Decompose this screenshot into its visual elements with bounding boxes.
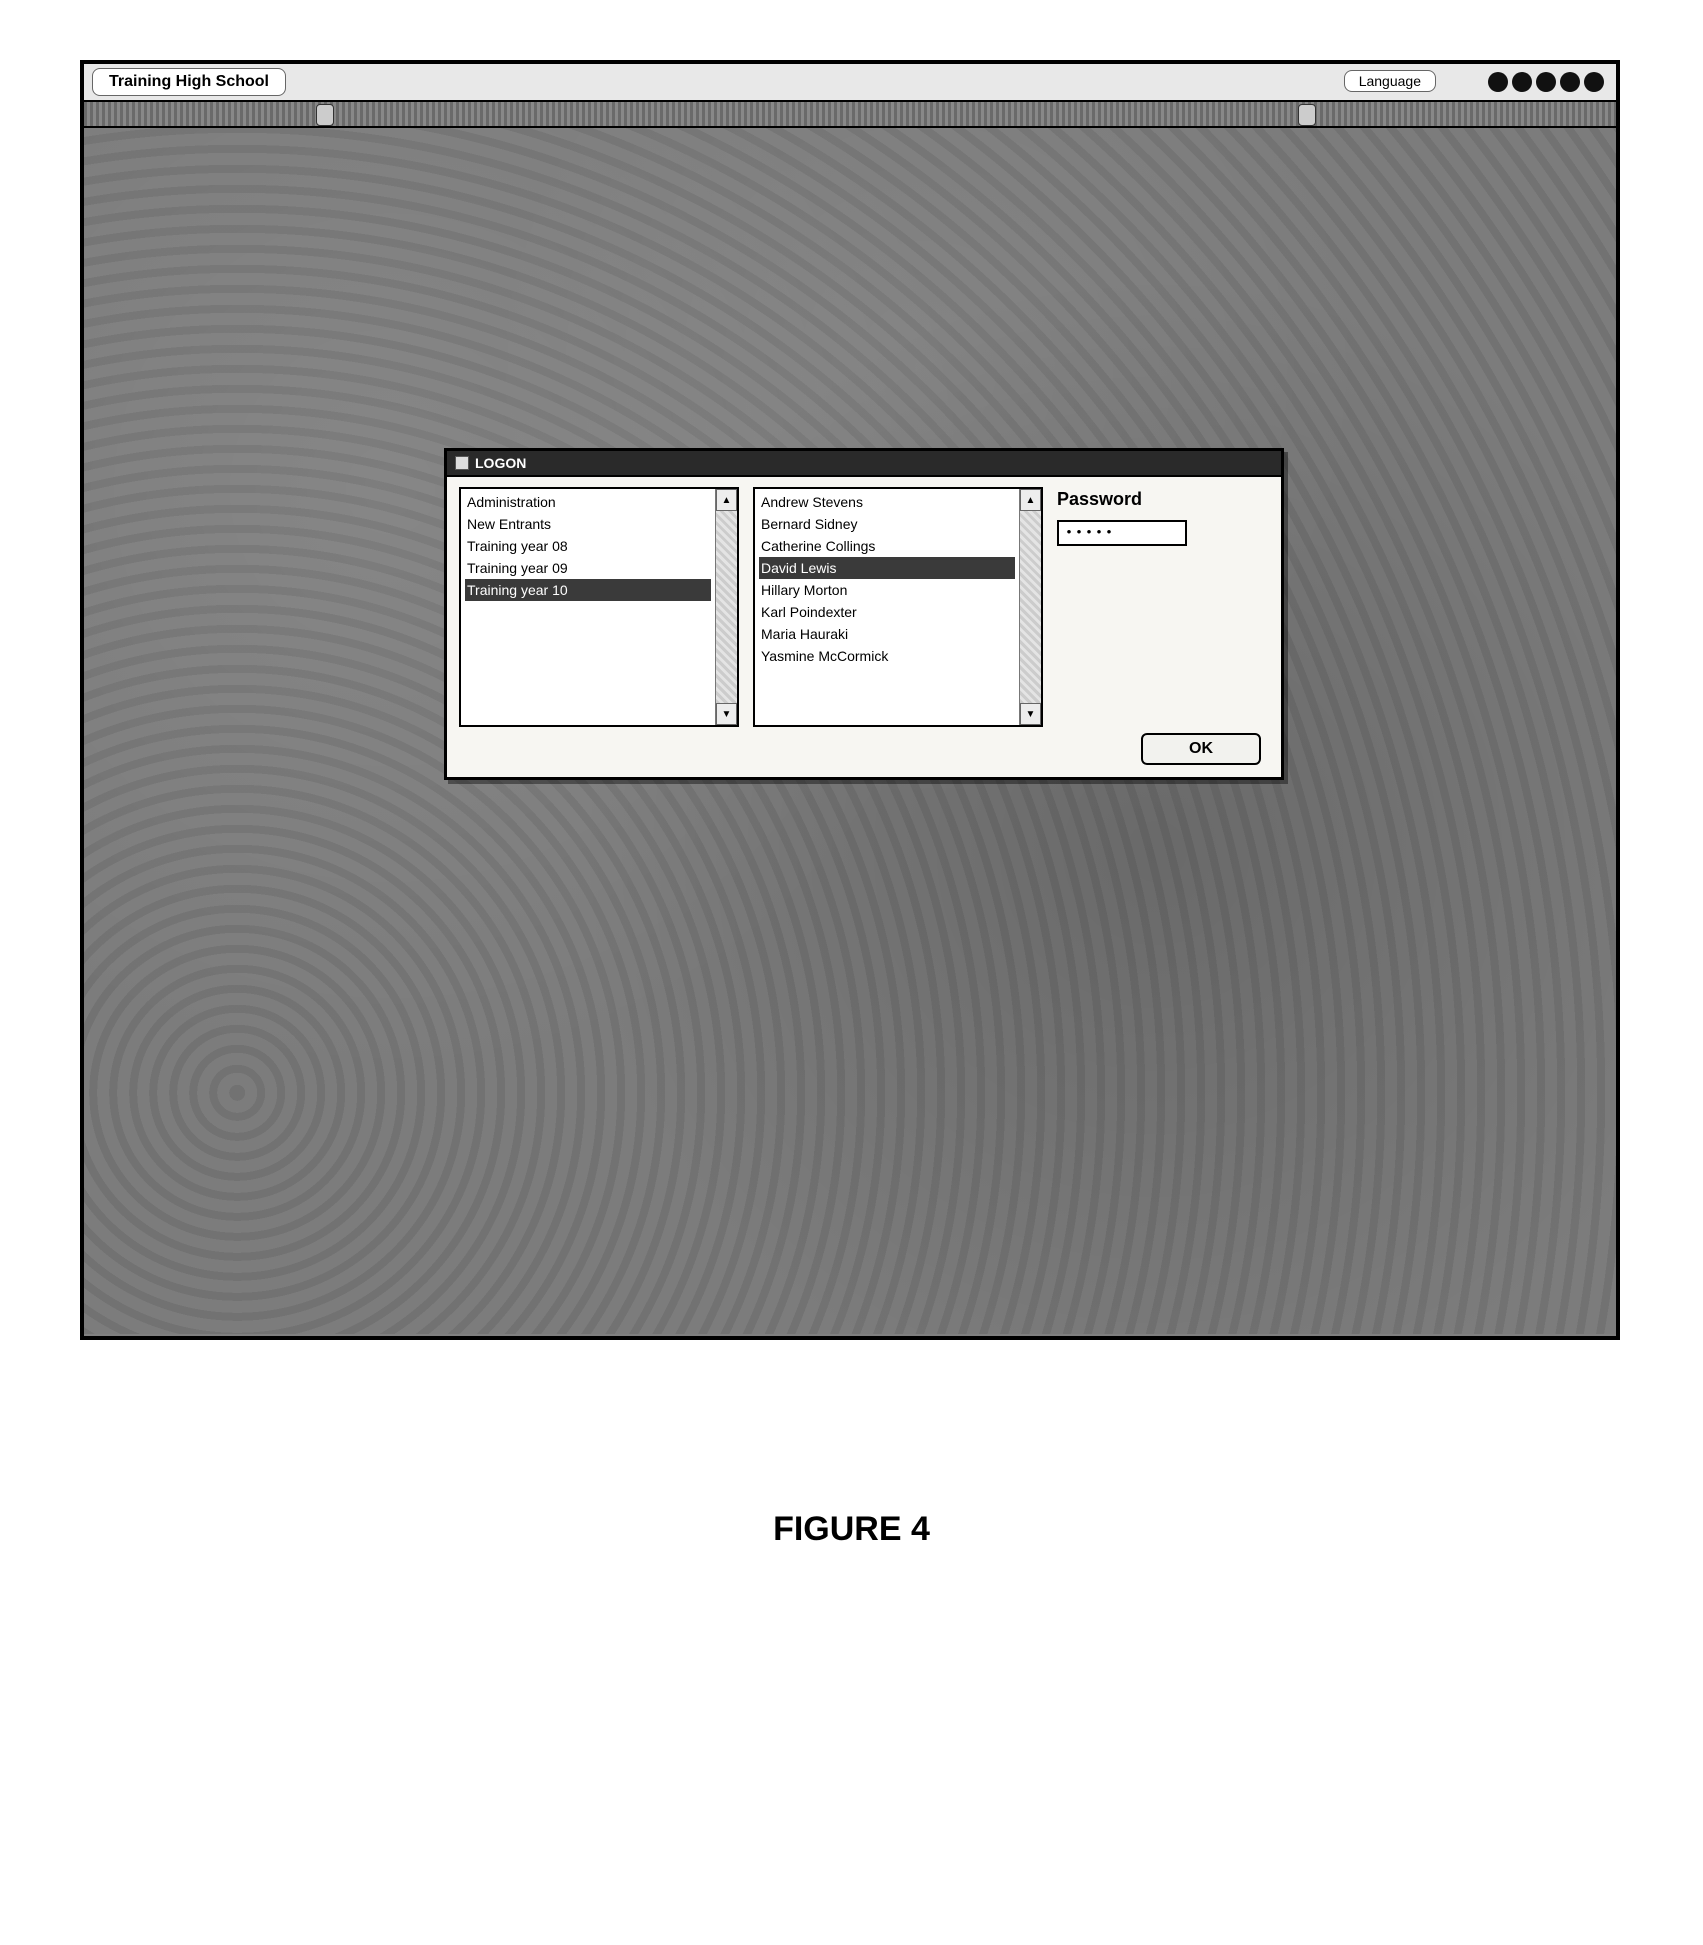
names-listbox[interactable]: Andrew StevensBernard SidneyCatherine Co…: [753, 487, 1043, 727]
scroll-track[interactable]: [716, 511, 737, 703]
decorative-pipe-bar: [84, 102, 1616, 128]
list-item[interactable]: Training year 08: [465, 535, 711, 557]
groups-listbox[interactable]: AdministrationNew EntrantsTraining year …: [459, 487, 739, 727]
password-zone: Password: [1057, 487, 1257, 727]
indicator-dot-icon: [1536, 72, 1556, 92]
scroll-down-icon[interactable]: ▼: [716, 703, 737, 725]
school-title-tab: Training High School: [92, 68, 286, 96]
ok-button[interactable]: OK: [1141, 733, 1261, 765]
indicator-dots: [1488, 72, 1604, 92]
names-list[interactable]: Andrew StevensBernard SidneyCatherine Co…: [755, 489, 1019, 725]
app-window: Training High School Language LOGON Admi…: [80, 60, 1620, 1340]
list-item[interactable]: Yasmine McCormick: [759, 645, 1015, 667]
pipe-joint-icon: [316, 104, 334, 126]
scroll-track[interactable]: [1020, 511, 1041, 703]
figure-caption: FIGURE 4: [773, 1510, 930, 1549]
dialog-titlebar[interactable]: LOGON: [447, 451, 1281, 477]
groups-list[interactable]: AdministrationNew EntrantsTraining year …: [461, 489, 715, 725]
list-item[interactable]: Training year 10: [465, 579, 711, 601]
list-item[interactable]: Andrew Stevens: [759, 491, 1015, 513]
list-item[interactable]: Karl Poindexter: [759, 601, 1015, 623]
password-input[interactable]: [1057, 520, 1187, 546]
indicator-dot-icon: [1488, 72, 1508, 92]
window-titlebar: Training High School Language: [84, 64, 1616, 102]
names-scrollbar[interactable]: ▲ ▼: [1019, 489, 1041, 725]
indicator-dot-icon: [1584, 72, 1604, 92]
list-item[interactable]: Training year 09: [465, 557, 711, 579]
indicator-dot-icon: [1560, 72, 1580, 92]
list-item[interactable]: Maria Hauraki: [759, 623, 1015, 645]
language-label: Language: [1359, 73, 1421, 89]
indicator-dot-icon: [1512, 72, 1532, 92]
groups-scrollbar[interactable]: ▲ ▼: [715, 489, 737, 725]
scroll-up-icon[interactable]: ▲: [1020, 489, 1041, 511]
scroll-down-icon[interactable]: ▼: [1020, 703, 1041, 725]
password-label: Password: [1057, 489, 1257, 510]
desktop-area: LOGON AdministrationNew EntrantsTraining…: [84, 128, 1616, 1334]
list-item[interactable]: Administration: [465, 491, 711, 513]
logon-dialog: LOGON AdministrationNew EntrantsTraining…: [444, 448, 1284, 780]
list-item[interactable]: Bernard Sidney: [759, 513, 1015, 535]
school-title: Training High School: [109, 73, 269, 90]
list-item[interactable]: David Lewis: [759, 557, 1015, 579]
pipe-joint-icon: [1298, 104, 1316, 126]
dialog-title-text: LOGON: [475, 455, 526, 471]
language-tab[interactable]: Language: [1344, 70, 1436, 92]
list-item[interactable]: New Entrants: [465, 513, 711, 535]
dialog-body: AdministrationNew EntrantsTraining year …: [447, 477, 1281, 777]
scroll-up-icon[interactable]: ▲: [716, 489, 737, 511]
list-item[interactable]: Catherine Collings: [759, 535, 1015, 557]
list-item[interactable]: Hillary Morton: [759, 579, 1015, 601]
